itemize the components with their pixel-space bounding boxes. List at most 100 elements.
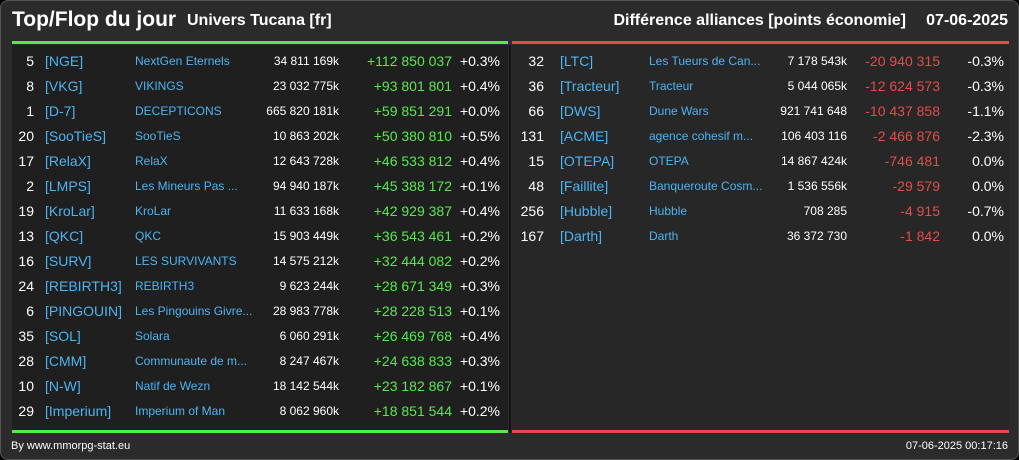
rank-cell: 13	[18, 228, 34, 244]
alliance-tag-link[interactable]: [LTC]	[560, 53, 594, 69]
percent-cell: 0.0%	[972, 228, 1004, 244]
top-gainers-panel: 5 [NGE] NextGen Eternels 34 811 169k +112 85…	[12, 45, 508, 433]
alliance-name-link[interactable]: Banqueroute Cosm...	[649, 179, 763, 193]
points-cell: 921 741 648	[780, 104, 847, 118]
alliance-name-link[interactable]: LES SURVIVANTS	[135, 254, 237, 268]
alliance-tag-link[interactable]: [SooTieS]	[45, 128, 106, 144]
percent-cell: -1.1%	[967, 103, 1004, 119]
alliance-name-link[interactable]: REBIRTH3	[135, 279, 195, 293]
alliance-tag-link[interactable]: [Hubble]	[560, 203, 613, 219]
alliance-tag-link[interactable]: [D-7]	[45, 103, 76, 119]
gainer-row: 19 [KroLar] KroLar 11 633 168k +42 929 387 +0…	[12, 199, 508, 224]
alliance-tag-link[interactable]: [DWS]	[560, 103, 601, 119]
alliance-name-link[interactable]: Les Tueurs de Can...	[649, 54, 761, 68]
delta-cell: +50 380 810	[373, 128, 452, 144]
alliance-tag-link[interactable]: [Darth]	[560, 228, 603, 244]
alliance-name-link[interactable]: Communaute de m...	[135, 354, 248, 368]
gainer-row: 5 [NGE] NextGen Eternels 34 811 169k +112 85…	[12, 49, 508, 74]
points-cell: 94 940 187k	[272, 179, 339, 193]
alliance-name-link[interactable]: Dune Wars	[649, 104, 709, 118]
delta-cell: +18 851 544	[373, 403, 452, 419]
alliance-tag-link[interactable]: [CMM]	[45, 353, 87, 369]
rank-cell: 16	[18, 253, 34, 269]
alliance-name-link[interactable]: NextGen Eternels	[135, 54, 230, 68]
alliance-tag-link[interactable]: [PINGOUIN]	[45, 303, 123, 319]
alliance-tag-link[interactable]: [SURV]	[45, 253, 92, 269]
header: Top/Flop du jour Univers Tucana [fr] Dif…	[1, 1, 1018, 41]
gainer-row: 20 [SooTieS] SooTieS 10 863 202k +50 380 810…	[12, 124, 508, 149]
delta-cell: +23 182 867	[373, 378, 452, 394]
gainer-row: 35 [SOL] Solara 6 060 291k +26 469 768 +0.4%	[12, 324, 508, 349]
points-cell: 18 142 544k	[272, 379, 339, 393]
loser-row: 32 [LTC] Les Tueurs de Can... 7 178 543k -20…	[512, 49, 1009, 74]
delta-cell: -746 481	[884, 153, 940, 169]
rank-cell: 6	[26, 303, 34, 319]
alliance-tag-link[interactable]: [SOL]	[45, 328, 81, 344]
alliance-name-link[interactable]: SooTieS	[135, 129, 181, 143]
alliance-tag-link[interactable]: [VKG]	[45, 78, 83, 94]
alliance-name-link[interactable]: Les Pingouins Givre...	[135, 304, 253, 318]
alliance-name-link[interactable]: Tracteur	[649, 79, 694, 93]
percent-cell: +0.3%	[459, 353, 500, 369]
rank-cell: 24	[18, 278, 34, 294]
alliance-name-link[interactable]: Solara	[135, 329, 170, 343]
percent-cell: +0.1%	[459, 303, 500, 319]
loser-row: 66 [DWS] Dune Wars 921 741 648 -10 437 858 -1…	[512, 99, 1009, 124]
percent-cell: +0.4%	[459, 328, 500, 344]
alliance-tag-link[interactable]: [OTEPA]	[560, 153, 615, 169]
delta-cell: +28 228 513	[373, 303, 452, 319]
delta-cell: +26 469 768	[373, 328, 452, 344]
percent-cell: +0.2%	[459, 228, 500, 244]
alliance-tag-link[interactable]: [Faillite]	[560, 178, 609, 194]
alliance-tag-link[interactable]: [ACME]	[560, 128, 609, 144]
rank-cell: 1	[26, 103, 34, 119]
percent-cell: +0.5%	[459, 128, 500, 144]
alliance-name-link[interactable]: QKC	[135, 229, 162, 243]
points-cell: 8 247 467k	[279, 354, 339, 368]
alliance-name-link[interactable]: OTEPA	[649, 154, 689, 168]
alliance-tag-link[interactable]: [QKC]	[45, 228, 84, 244]
alliance-name-link[interactable]: Les Mineurs Pas ...	[135, 179, 238, 193]
points-cell: 106 403 116	[781, 129, 847, 143]
alliance-tag-link[interactable]: [LMPS]	[45, 178, 91, 194]
alliance-tag-link[interactable]: [NGE]	[45, 53, 84, 69]
alliance-name-link[interactable]: Natif de Wezn	[135, 379, 211, 393]
delta-cell: +28 671 349	[373, 278, 452, 294]
points-cell: 9 623 244k	[279, 279, 339, 293]
percent-cell: +0.1%	[459, 178, 500, 194]
gainer-row: 10 [N-W] Natif de Wezn 18 142 544k +23 182 8…	[12, 374, 508, 399]
alliance-tag-link[interactable]: [KroLar]	[45, 203, 95, 219]
alliance-name-link[interactable]: Imperium of Man	[135, 404, 226, 418]
alliance-name-link[interactable]: agence cohesif m...	[649, 129, 754, 143]
rank-cell: 48	[528, 178, 544, 194]
alliance-tag-link[interactable]: [Tracteur]	[560, 78, 620, 94]
alliance-tag-link[interactable]: [REBIRTH3]	[45, 278, 122, 294]
universe-label: Univers Tucana [fr]	[187, 12, 332, 29]
top-divider-green	[12, 41, 508, 44]
alliance-tag-link[interactable]: [N-W]	[45, 378, 81, 394]
points-cell: 12 643 728k	[272, 154, 339, 168]
loser-row: 167 [Darth] Darth 36 372 730 -1 842 0.0%	[512, 224, 1009, 249]
alliance-name-link[interactable]: KroLar	[135, 204, 172, 218]
points-cell: 1 536 556k	[787, 179, 847, 193]
percent-cell: -2.3%	[967, 128, 1004, 144]
alliance-name-link[interactable]: DECEPTICONS	[135, 104, 222, 118]
alliance-tag-link[interactable]: [RelaX]	[45, 153, 91, 169]
percent-cell: 0.0%	[972, 178, 1004, 194]
delta-cell: -29 579	[892, 178, 940, 194]
alliance-name-link[interactable]: Darth	[649, 229, 679, 243]
alliance-name-link[interactable]: VIKINGS	[135, 79, 184, 93]
points-cell: 14 575 212k	[272, 254, 339, 268]
alliance-tag-link[interactable]: [Imperium]	[45, 403, 112, 419]
delta-cell: -10 437 858	[865, 103, 940, 119]
delta-cell: +45 388 172	[373, 178, 452, 194]
rank-cell: 20	[18, 128, 34, 144]
points-cell: 5 044 065k	[787, 79, 847, 93]
gainer-row: 24 [REBIRTH3] REBIRTH3 9 623 244k +28 671 34…	[12, 274, 508, 299]
points-cell: 665 820 181k	[266, 104, 339, 118]
alliance-name-link[interactable]: RelaX	[135, 154, 168, 168]
delta-cell: +24 638 833	[373, 353, 452, 369]
alliance-name-link[interactable]: Hubble	[649, 204, 688, 218]
percent-cell: +0.2%	[459, 253, 500, 269]
delta-cell: -4 915	[900, 203, 940, 219]
